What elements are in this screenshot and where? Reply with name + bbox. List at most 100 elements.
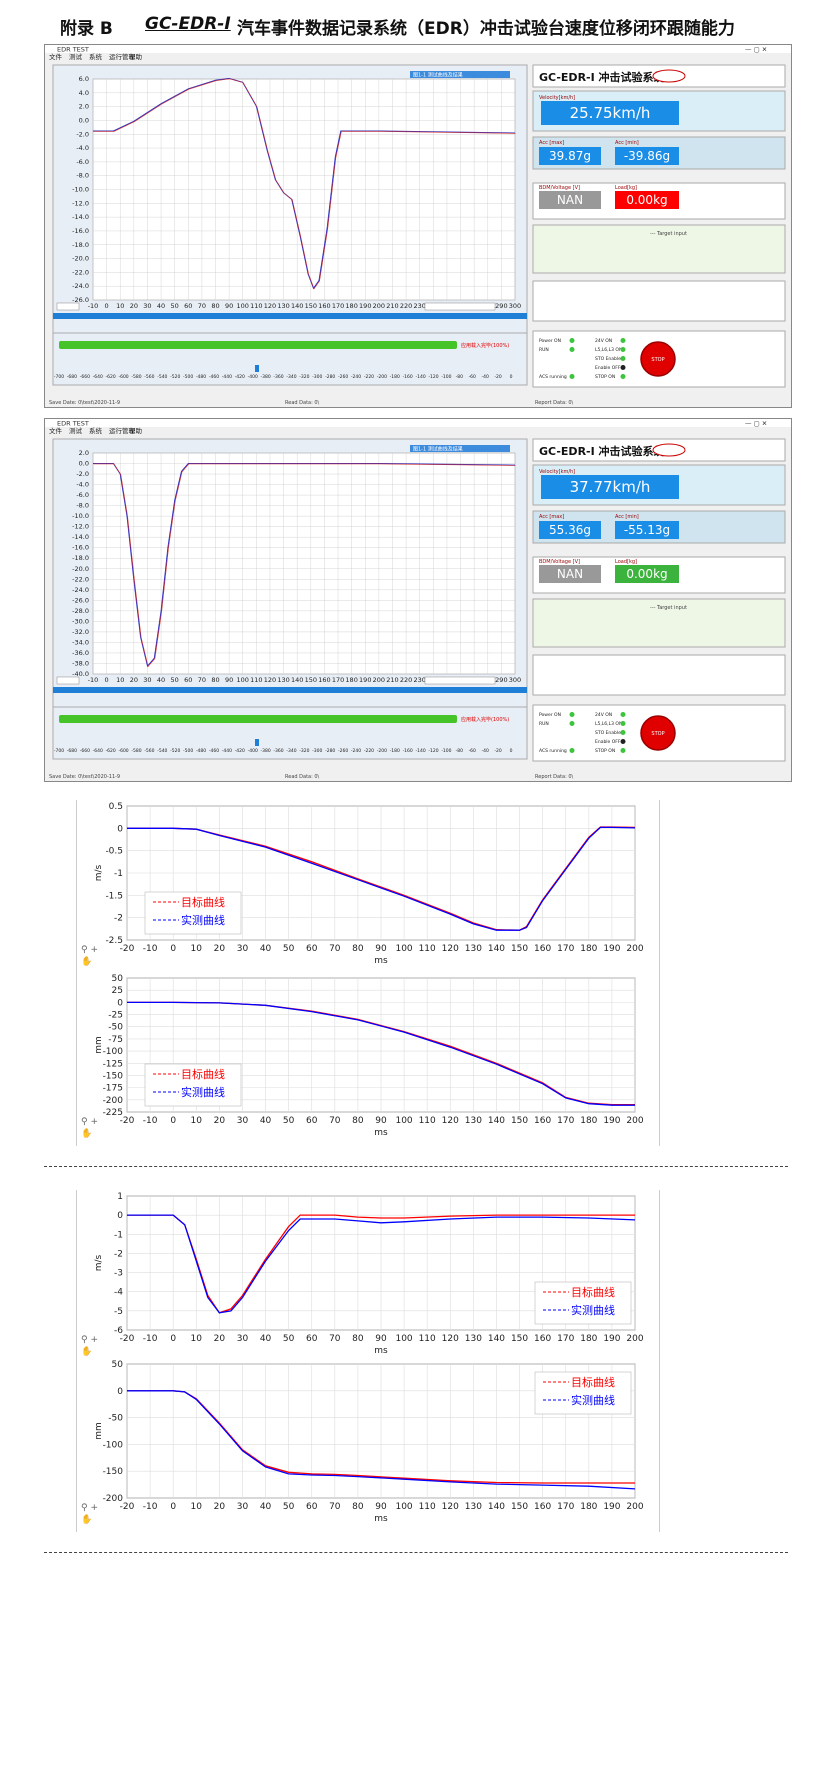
- load-value: 0.00kg: [626, 567, 667, 581]
- x-tick-label: 50: [283, 1334, 295, 1344]
- save-date: Save Date: 0\test\2020-11-9: [49, 774, 120, 780]
- scale-tick-label: -40: [481, 748, 488, 754]
- y-axis-label: m/s: [94, 864, 104, 881]
- y-tick-label: 0.0: [79, 116, 89, 124]
- scale-tick-label: -280: [325, 374, 335, 380]
- position-slider[interactable]: [255, 739, 259, 746]
- window-controls-icon[interactable]: — ▢ ✕: [745, 46, 767, 54]
- menu-item[interactable]: 文件: [49, 426, 63, 435]
- logo-icon: [652, 443, 686, 457]
- x-tick-label: 80: [352, 944, 364, 954]
- x-tick-label: 130: [277, 302, 289, 310]
- x-tick-label: 100: [237, 676, 249, 684]
- zoom-tool-icon[interactable]: ⚲ +: [81, 945, 98, 955]
- y-tick-label: -12.0: [72, 523, 89, 531]
- menu-item[interactable]: 系统: [89, 426, 103, 435]
- pan-tool-icon[interactable]: ✋: [81, 955, 92, 967]
- channel-select[interactable]: [424, 302, 496, 311]
- x-tick-label: 60: [184, 302, 192, 310]
- status-led: [620, 730, 626, 735]
- position-slider[interactable]: [255, 365, 259, 372]
- x-tick-label: 190: [603, 1502, 620, 1512]
- x-tick-label: 180: [580, 1116, 597, 1126]
- y-tick-label: -22.0: [72, 268, 89, 276]
- measured-curve: [93, 463, 516, 668]
- scale-tick-label: -560: [144, 748, 154, 754]
- x-tick-label: 290: [495, 302, 507, 310]
- x-tick-label: 190: [603, 1334, 620, 1344]
- zoom-tool-icon[interactable]: ⚲ +: [81, 1503, 98, 1513]
- scale-tick-label: -60: [469, 748, 476, 754]
- y-tick-label: -32.0: [72, 628, 89, 636]
- scale-tick-label: -80: [456, 374, 463, 380]
- x-tick-label: 150: [305, 302, 317, 310]
- plot-legend: [410, 445, 510, 452]
- channel-select[interactable]: [424, 676, 496, 685]
- y-tick-label: -34.0: [72, 638, 89, 646]
- scale-tick-label: -440: [222, 374, 232, 380]
- status-label: RUN: [539, 347, 549, 353]
- x-tick-label: 170: [557, 1502, 574, 1512]
- target-curve: [93, 463, 516, 668]
- x-tick-label: -10: [88, 676, 99, 684]
- menu-item[interactable]: 运行管理: [109, 52, 136, 61]
- scale-tick-label: -220: [364, 374, 374, 380]
- x-tick-label: 100: [395, 1116, 412, 1126]
- window-controls-icon[interactable]: — ▢ ✕: [745, 420, 767, 428]
- x-tick-label: 170: [557, 1334, 574, 1344]
- x-tick-label: 40: [260, 1116, 272, 1126]
- progress-bar: [59, 341, 457, 349]
- menu-item[interactable]: 运行管理: [109, 426, 136, 435]
- menu-item[interactable]: 测试: [69, 52, 83, 61]
- x-tick-label: 0: [170, 944, 176, 954]
- x-tick-label: 130: [465, 944, 482, 954]
- y-tick-label: -18.0: [72, 554, 89, 562]
- y-tick-label: -3: [114, 1269, 123, 1279]
- pan-tool-icon[interactable]: ✋: [81, 1513, 92, 1525]
- x-tick-label: 290: [495, 676, 507, 684]
- y-tick-label: -26.0: [72, 296, 89, 304]
- x-tick-label: 200: [373, 676, 385, 684]
- menu-item[interactable]: 帮助: [129, 426, 143, 435]
- scale-tick-label: -620: [106, 748, 116, 754]
- scale-tick-label: -460: [209, 374, 219, 380]
- velocity-value: 25.75km/h: [570, 104, 651, 122]
- bdm-display: [539, 565, 601, 583]
- y-tick-label: 0: [117, 1211, 123, 1221]
- read-date: Read Data: 0\: [285, 774, 320, 780]
- menu-item[interactable]: 系统: [89, 52, 103, 61]
- pan-tool-icon[interactable]: ✋: [81, 1345, 92, 1357]
- scale-tick-label: -340: [286, 748, 296, 754]
- status-label: 24V ON: [595, 712, 612, 718]
- y-tick-label: -125: [103, 1059, 123, 1069]
- menu-item[interactable]: 帮助: [129, 52, 143, 61]
- pan-tool-icon[interactable]: ✋: [81, 1127, 92, 1139]
- zoom-tool-icon[interactable]: ⚲ +: [81, 1335, 98, 1345]
- x-tick-label: 100: [237, 302, 249, 310]
- scale-tick-label: -100: [441, 374, 451, 380]
- menu-item[interactable]: 文件: [49, 52, 63, 61]
- menu-item[interactable]: 测试: [69, 426, 83, 435]
- x-tick-label: 70: [329, 1116, 341, 1126]
- zoom-tool-icon[interactable]: ⚲ +: [81, 1117, 98, 1127]
- y-tick-label: 1: [117, 1192, 123, 1202]
- y-tick-label: -6: [114, 1326, 123, 1336]
- progress-bar: [59, 715, 457, 723]
- zoom-field[interactable]: [56, 302, 80, 311]
- y-tick-label: -75: [108, 1035, 123, 1045]
- chart-pair-svg: -20 -10 0 10 20 30 40 50 60 70 80 90 100 110 120 130 140…: [81, 1192, 644, 1525]
- y-tick-label: -50: [108, 1414, 123, 1424]
- chart-legend: [534, 1371, 632, 1415]
- edr-app-window-1: EDR TEST — ▢ ✕ 文件 测试 系统 运行管理 帮助 -10 0 10 20 30 40 50 6…: [44, 44, 792, 408]
- scale-tick-label: -580: [131, 748, 141, 754]
- stop-button[interactable]: [640, 341, 676, 377]
- x-tick-label: 160: [318, 676, 330, 684]
- bdm-display: [539, 191, 601, 209]
- load-value: 0.00kg: [626, 193, 667, 207]
- zoom-field[interactable]: [56, 676, 80, 685]
- status-label: Power ON: [539, 338, 561, 344]
- stop-button[interactable]: [640, 715, 676, 751]
- acc-min-value: -39.86g: [624, 149, 670, 163]
- scale-tick-label: -660: [80, 374, 90, 380]
- y-tick-label: -20.0: [72, 255, 89, 263]
